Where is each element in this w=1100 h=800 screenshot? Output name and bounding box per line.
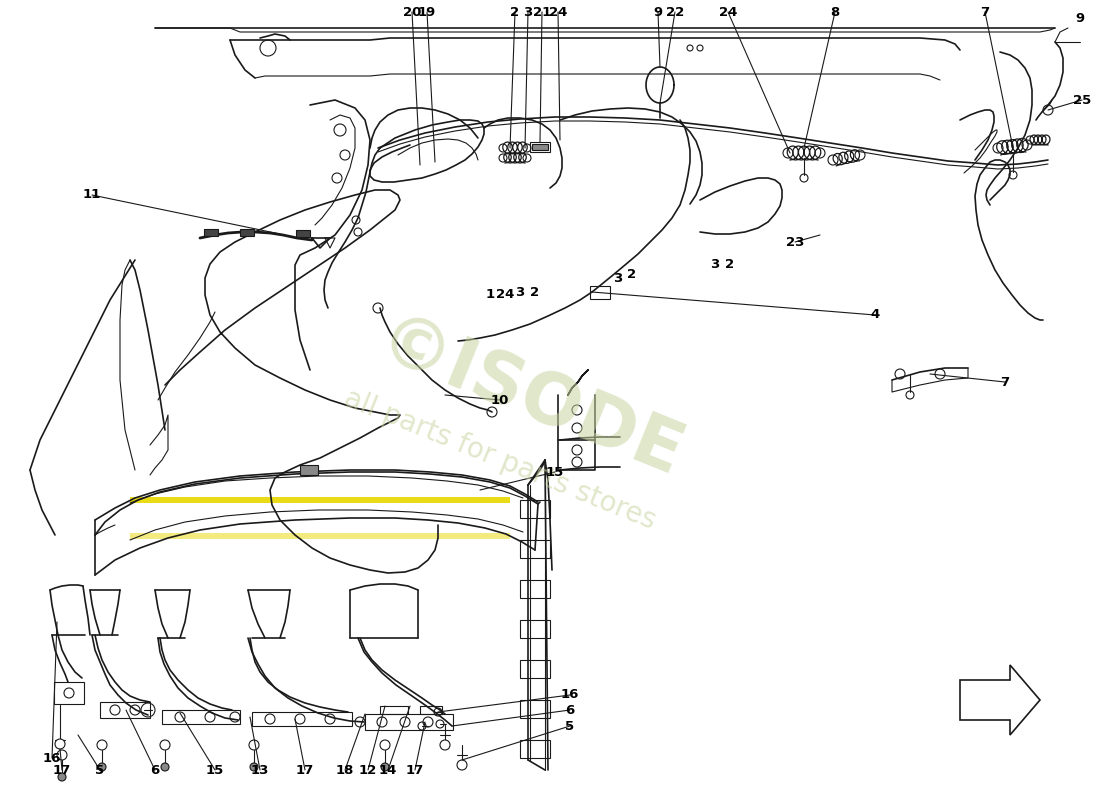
Text: 6: 6 (565, 703, 574, 717)
Circle shape (58, 773, 66, 781)
Bar (130, 497, 510, 503)
Bar (532, 144, 548, 150)
Text: 3: 3 (516, 286, 525, 298)
Text: 24: 24 (718, 6, 737, 18)
Text: 13: 13 (251, 763, 270, 777)
Bar (100, 702, 150, 718)
Text: 7: 7 (1000, 375, 1010, 389)
Bar (520, 540, 550, 558)
Text: 7: 7 (980, 6, 990, 18)
Text: 3: 3 (614, 271, 623, 285)
Text: 5: 5 (565, 719, 574, 733)
Circle shape (161, 763, 169, 771)
Text: 15: 15 (206, 763, 224, 777)
Circle shape (98, 763, 106, 771)
Text: 25: 25 (1072, 94, 1091, 106)
Circle shape (381, 763, 389, 771)
Bar (520, 620, 550, 638)
Text: 9: 9 (1076, 11, 1085, 25)
Bar (130, 533, 510, 539)
Bar (300, 465, 318, 475)
Text: 17: 17 (53, 763, 72, 777)
Bar (520, 580, 550, 598)
Text: 8: 8 (830, 6, 839, 18)
Text: 1: 1 (485, 289, 495, 302)
Circle shape (440, 740, 450, 750)
Bar (204, 229, 218, 236)
Circle shape (55, 739, 65, 749)
Text: 11: 11 (82, 189, 101, 202)
Text: 3: 3 (711, 258, 719, 271)
Text: 24: 24 (496, 289, 514, 302)
Circle shape (456, 760, 468, 770)
Text: 16: 16 (43, 751, 62, 765)
Text: 3: 3 (524, 6, 532, 18)
Text: ©ISODE: ©ISODE (367, 308, 692, 492)
Circle shape (250, 763, 258, 771)
Text: 2: 2 (530, 286, 540, 298)
Text: 16: 16 (561, 689, 580, 702)
Bar (162, 710, 240, 724)
Text: 2: 2 (725, 258, 735, 271)
Bar (520, 660, 550, 678)
Bar (520, 500, 550, 518)
Bar (520, 700, 550, 718)
Text: 15: 15 (546, 466, 564, 478)
Bar (520, 740, 550, 758)
Text: 18: 18 (336, 763, 354, 777)
Text: 10: 10 (491, 394, 509, 406)
Text: 2: 2 (627, 269, 637, 282)
Text: 4: 4 (870, 309, 880, 322)
Bar (54, 682, 84, 704)
Text: 2: 2 (510, 6, 519, 18)
Bar (252, 712, 352, 726)
Bar (365, 714, 453, 730)
Text: 20: 20 (403, 6, 421, 18)
Text: 21: 21 (532, 6, 551, 18)
Text: 19: 19 (418, 6, 436, 18)
Text: 24: 24 (549, 6, 568, 18)
Bar (240, 229, 254, 236)
Text: 5: 5 (96, 763, 104, 777)
Text: 14: 14 (378, 763, 397, 777)
Bar (590, 286, 610, 299)
Text: 12: 12 (359, 763, 377, 777)
Bar (420, 706, 442, 714)
Text: 9: 9 (653, 6, 662, 18)
Bar (379, 706, 408, 714)
Bar (296, 230, 310, 237)
Text: 17: 17 (296, 763, 315, 777)
Text: 22: 22 (666, 6, 684, 18)
Text: 6: 6 (151, 763, 160, 777)
Bar (530, 142, 550, 152)
Text: all parts for parts stores: all parts for parts stores (340, 385, 660, 535)
Text: 23: 23 (785, 235, 804, 249)
Text: 17: 17 (406, 763, 425, 777)
Polygon shape (960, 665, 1040, 735)
